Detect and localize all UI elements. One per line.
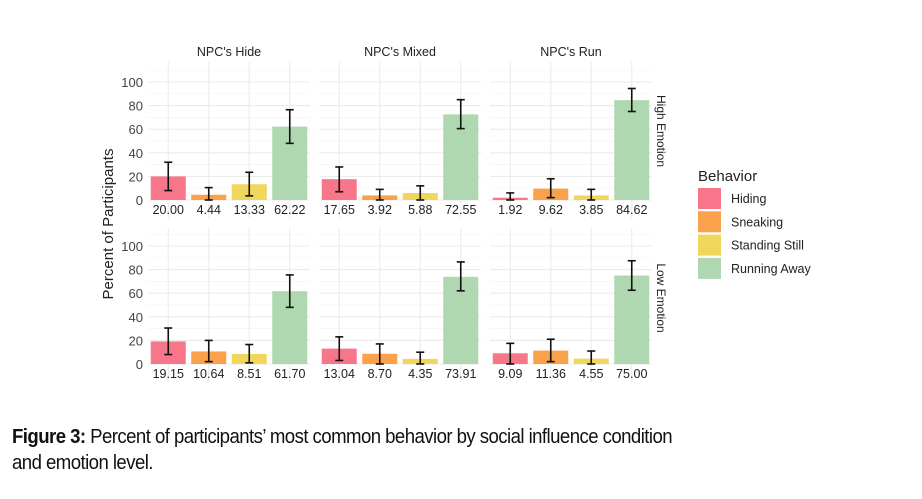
legend-label: Sneaking: [731, 215, 783, 229]
legend-label: Standing Still: [731, 239, 804, 253]
y-tick-label: 0: [136, 193, 143, 208]
value-label: 73.91: [445, 367, 476, 381]
y-tick-label: 40: [129, 310, 143, 325]
value-label: 61.70: [274, 367, 305, 381]
value-label: 13.04: [324, 367, 355, 381]
value-label: 19.15: [153, 367, 184, 381]
legend-title: Behavior: [698, 168, 757, 185]
row-strip-label: Low Emotion: [654, 263, 668, 332]
value-label: 10.64: [193, 367, 224, 381]
y-axis-label: Percent of Participants: [100, 149, 117, 300]
y-tick-label: 100: [121, 239, 143, 254]
bar-running-away: [614, 100, 650, 200]
y-tick-label: 0: [136, 357, 143, 372]
value-label: 4.55: [579, 367, 603, 381]
legend-swatch: [698, 257, 721, 279]
value-label: 1.92: [498, 203, 522, 217]
value-label: 3.85: [579, 203, 603, 217]
legend-swatch: [698, 234, 721, 256]
value-label: 17.65: [324, 203, 355, 217]
y-tick-label: 40: [129, 146, 143, 161]
y-tick-label: 20: [129, 169, 143, 184]
legend-label: Hiding: [731, 192, 766, 206]
value-label: 84.62: [616, 203, 647, 217]
value-label: 3.92: [368, 203, 392, 217]
value-label: 9.62: [539, 203, 563, 217]
legend-swatch: [698, 188, 721, 209]
faceted-bar-chart: Percent of Participants NPC's Hide NPC's M…: [100, 45, 811, 382]
caption-label: Figure 3:: [12, 426, 86, 448]
value-label: 72.55: [445, 203, 476, 217]
value-label: 62.22: [274, 203, 305, 217]
value-label: 13.33: [234, 203, 265, 217]
value-label: 20.00: [153, 203, 184, 217]
y-tick-label: 80: [129, 99, 143, 114]
value-label: 4.44: [197, 203, 221, 217]
column-strip-label: NPC's Run: [540, 45, 601, 59]
caption-text-line2: and emotion level.: [12, 452, 153, 474]
figure-caption: Figure 3: Percent of participants’ most …: [12, 424, 673, 476]
value-label: 11.36: [536, 367, 566, 381]
legend-label: Running Away: [731, 262, 811, 276]
value-label: 9.09: [498, 367, 522, 381]
value-label: 8.70: [368, 367, 392, 381]
y-tick-label: 20: [129, 333, 143, 348]
y-tick-label: 100: [121, 75, 143, 90]
y-tick-label: 80: [129, 263, 143, 278]
value-label: 4.35: [408, 367, 432, 381]
column-strip-label: NPC's Hide: [197, 45, 261, 59]
value-label: 5.88: [408, 203, 432, 217]
caption-text: Percent of participants’ most common beh…: [85, 426, 673, 448]
row-strip-label: High Emotion: [654, 95, 668, 167]
y-tick-label: 60: [129, 286, 143, 301]
y-tick-label: 60: [129, 122, 143, 137]
value-label: 75.00: [616, 367, 647, 381]
legend-swatch: [698, 211, 721, 233]
column-strip-label: NPC's Mixed: [364, 45, 436, 59]
value-label: 8.51: [237, 367, 261, 381]
